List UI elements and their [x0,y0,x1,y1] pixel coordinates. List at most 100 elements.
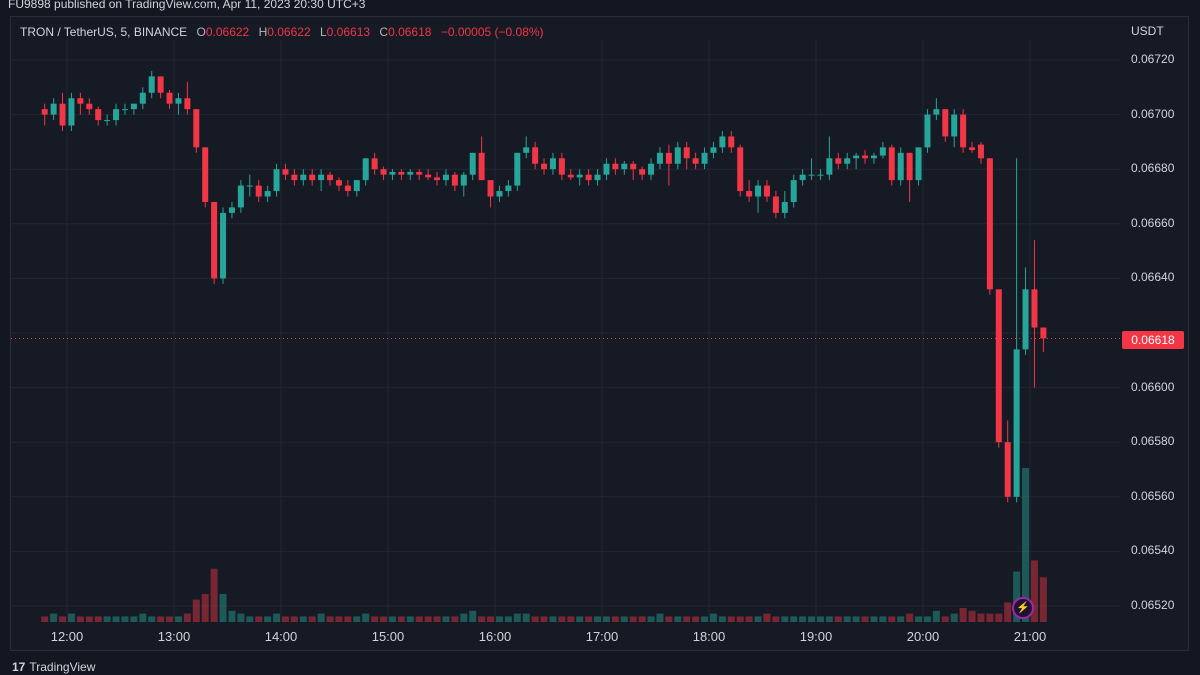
candle-body [104,120,111,122]
volume-bar [585,616,593,622]
volume-bar [1039,577,1047,622]
candle-body [246,185,253,187]
volume-bar [977,613,985,622]
volume-bar [59,616,67,622]
symbol-title[interactable]: TRON / TetherUS, 5, BINANCE [20,25,188,39]
price-tick-label: 0.06680 [1131,161,1175,176]
candle-body [523,147,530,153]
time-tick-label: 14:00 [264,629,298,644]
candle-body [496,191,503,197]
candle-body [398,171,405,175]
time-tick-label: 13:00 [157,629,191,644]
open-label: O [196,25,206,39]
volume-bar [665,616,673,622]
volume-bar [968,610,976,622]
volume-bar [825,616,833,622]
currency-label[interactable]: USDT [1131,24,1164,38]
candle-body [612,163,619,170]
volume-bar [353,616,361,622]
volume-bar [326,616,334,622]
chart-grid [11,40,1120,622]
candle-body [674,147,681,164]
volume-bar [843,616,851,622]
lightning-icon[interactable]: ⚡ [1012,597,1034,619]
time-tick-label: 20:00 [906,629,940,644]
price-tick-label: 0.06580 [1131,434,1175,449]
candle-body [995,289,1002,443]
volume-bar [986,613,994,622]
candle-body [737,147,744,192]
candle-body [977,144,984,159]
symbol-legend[interactable]: TRON / TetherUS, 5, BINANCE O0.06622 H0.… [20,25,544,39]
volume-bar [647,616,655,622]
published-caption: FU9898 published on TradingView.com, Apr… [8,0,366,11]
volume-bar [629,616,637,622]
volume-bar [183,613,191,622]
volume-bar [1004,602,1012,622]
volume-bar [1013,571,1021,622]
candle-body [541,163,548,170]
volume-bar [478,616,486,622]
volume-bar [594,616,602,622]
price-tick-label: 0.06520 [1131,598,1175,612]
candle-body [442,174,449,181]
volume-bar [139,613,147,622]
candle-body [487,180,494,197]
volume-bar [157,616,165,622]
candle-body [844,158,851,164]
last-price-badge: 0.06618 [1122,331,1184,349]
volume-bar [879,616,887,622]
candle-body [86,103,93,110]
volume-bar [852,616,860,622]
candle-body [826,158,833,175]
volume-bar [94,616,102,622]
candle-body [781,201,788,213]
candle-body [862,155,869,159]
candle-body [425,174,432,178]
volume-bar [620,616,628,622]
volume-bar [763,613,771,622]
volume-bar [995,613,1003,622]
volume-bar [264,616,272,622]
candle-body [59,103,66,126]
volume-bar [406,616,414,622]
candle-body [915,147,922,181]
candle-body [924,114,931,148]
volume-bar [540,616,548,622]
high-label: H [258,25,268,39]
volume-bar [923,616,931,622]
tradingview-logo[interactable]: 17 TradingView [12,660,95,674]
volume-bars [41,468,1047,622]
time-tick-label: 21:00 [1013,629,1047,644]
volume-bar [228,610,236,622]
volume-bar [932,610,940,622]
candle-body [648,163,655,175]
volume-bar [451,616,459,622]
volume-bar [897,616,905,622]
price-tick-label: 0.06600 [1131,379,1175,394]
candle-body [211,201,218,279]
candle-body [933,109,940,115]
price-tick-label: 0.06560 [1131,488,1175,503]
volume-bar [388,616,396,622]
volume-bar [424,616,432,622]
candle-body [755,185,762,197]
candle-body [986,158,993,290]
candle-body [460,174,467,186]
volume-bar [718,616,726,622]
volume-bar [549,616,557,622]
candle-body [389,171,396,175]
price-tick-label: 0.06540 [1131,543,1175,558]
volume-bar [344,616,352,622]
volume-bar [130,616,138,622]
candle-body [683,147,690,159]
volume-bar [692,616,700,622]
volume-bar [415,616,423,622]
candle-body [220,212,227,279]
candle-body [532,147,539,164]
candle-body [808,174,815,176]
candle-body [514,152,521,186]
volume-bar [558,616,566,622]
candle-body [817,174,824,176]
